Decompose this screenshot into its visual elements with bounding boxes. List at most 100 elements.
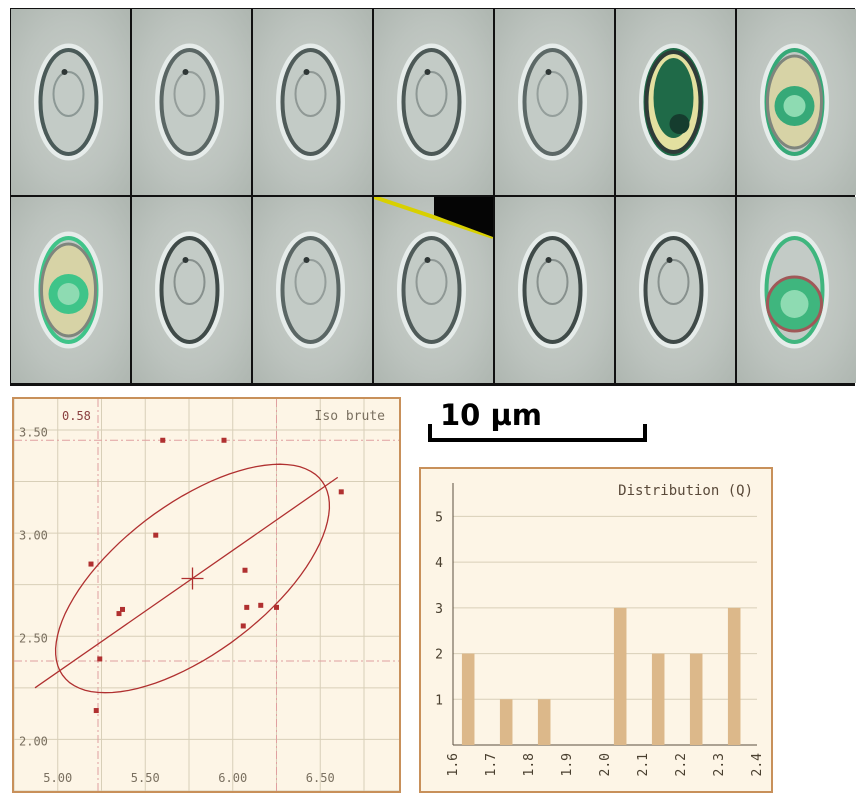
- histogram-chart: 1 2 3 4 5 1.6 1.7 1.8 1.9 2.0 2.1 2.2 2.3 2.4 Distribu…: [435, 483, 765, 777]
- micrograph-cell: [132, 197, 251, 383]
- cell-granule: [303, 69, 310, 75]
- cell-drawing: [155, 231, 224, 349]
- cell-granule: [61, 69, 68, 75]
- micrograph-cell: [495, 9, 614, 195]
- cell-granule: [666, 257, 673, 263]
- cell-halo: [276, 43, 345, 161]
- cell-drawing: [34, 231, 103, 349]
- data-point: [160, 437, 166, 443]
- histogram-bar: [651, 653, 665, 745]
- data-point: [258, 602, 264, 608]
- data-point: [120, 606, 125, 612]
- micrograph-cell: [253, 9, 372, 195]
- y-tick-label: 3.00: [19, 528, 48, 542]
- cell-drawing: [760, 231, 829, 349]
- cell-wall: [280, 236, 341, 344]
- cell-drawing: [276, 231, 345, 349]
- cell-vacuole: [294, 259, 327, 305]
- cell-halo: [518, 43, 587, 161]
- cell-wall: [522, 236, 583, 344]
- cell-vacuole: [52, 71, 85, 117]
- x-tick-label: 5.00: [43, 771, 72, 785]
- cell-green-core: [780, 290, 809, 318]
- x-tick-label: 1.9: [560, 753, 575, 776]
- cell-drawing: [639, 43, 708, 161]
- y-tick-label: 5: [435, 510, 443, 525]
- x-tick-label: 2.4: [750, 753, 765, 777]
- scale-bar: [428, 424, 647, 442]
- cell-vacuole: [294, 71, 327, 117]
- y-tick-label: 2.00: [19, 735, 48, 749]
- cell-vacuole: [415, 71, 448, 117]
- cell-drawing: [155, 43, 224, 161]
- micrograph-cell: [737, 9, 856, 195]
- cell-vacuole: [536, 259, 569, 305]
- x-tick-label: 6.50: [306, 771, 335, 785]
- cell-halo: [155, 43, 224, 161]
- y-tick-label: 1: [435, 693, 443, 708]
- histogram-panel: 1 2 3 4 5 1.6 1.7 1.8 1.9 2.0 2.1 2.2 2.3 2.4 Distribu…: [419, 467, 773, 793]
- cell-granule: [545, 69, 552, 75]
- plot-title: Iso brute: [315, 409, 386, 424]
- cell-halo: [518, 231, 587, 349]
- cell-drawing: [34, 43, 103, 161]
- y-tick-label: 2: [435, 648, 443, 663]
- histogram-bar: [461, 653, 475, 745]
- cell-granule: [182, 257, 189, 263]
- y-tick-label: 3: [435, 602, 443, 617]
- histogram-bar: [537, 699, 551, 745]
- histogram-bar: [613, 607, 627, 745]
- regression-line: [34, 476, 339, 689]
- cell-dark-spot: [669, 114, 690, 134]
- cell-halo: [639, 231, 708, 349]
- micrograph-cell: [616, 197, 735, 383]
- cell-drawing: [760, 43, 829, 161]
- cell-drawing: [518, 43, 587, 161]
- cell-granule: [545, 257, 552, 263]
- histogram-title: Distribution (Q): [618, 483, 753, 499]
- data-point: [93, 708, 99, 714]
- data-point: [338, 489, 344, 495]
- micrograph-cell: [11, 9, 130, 195]
- x-tick-label: 2.0: [598, 753, 613, 776]
- cell-halo: [397, 43, 466, 161]
- cell-vacuole: [657, 259, 690, 305]
- data-point: [221, 437, 227, 443]
- micrograph-cell: [495, 197, 614, 383]
- cell-wall: [159, 236, 220, 344]
- data-point: [116, 611, 122, 617]
- x-tick-label: 2.3: [712, 753, 727, 776]
- cell-wall: [401, 48, 462, 156]
- micrograph-mosaic: [10, 8, 856, 386]
- data-point: [88, 561, 94, 567]
- cell-wall: [643, 236, 704, 344]
- micrograph-cell: [616, 9, 735, 195]
- cell-vacuole: [536, 71, 569, 117]
- data-point: [274, 604, 279, 610]
- x-tick-label: 1.7: [484, 753, 499, 776]
- data-point: [97, 656, 103, 662]
- x-tick-label: 2.1: [636, 753, 651, 776]
- cell-halo: [34, 43, 103, 161]
- x-tick-label: 2.2: [674, 753, 689, 776]
- micrograph-cell: [11, 197, 130, 383]
- cell-granule: [424, 69, 431, 75]
- cell-wall: [401, 236, 462, 344]
- micrograph-cell: [374, 9, 493, 195]
- cell-drawing: [276, 43, 345, 161]
- micrograph-cell: [253, 197, 372, 383]
- y-tick-label: 2.50: [19, 632, 48, 646]
- histogram-bar: [499, 699, 513, 745]
- cell-drawing: [374, 197, 493, 349]
- data-point: [242, 567, 248, 573]
- scale-bar-label: 10 µm: [440, 398, 543, 432]
- scatter-plot-panel: 5.00 5.50 6.00 6.50 2.00 2.50 3.00 3.50 Iso brut…: [12, 397, 401, 793]
- histogram-bar: [727, 607, 741, 745]
- x-tick-label: 1.8: [522, 753, 537, 776]
- cell-halo: [397, 231, 466, 349]
- cell-green-core: [57, 283, 80, 305]
- data-point: [244, 604, 250, 610]
- scatter-plot: 5.00 5.50 6.00 6.50 2.00 2.50 3.00 3.50 Iso brut…: [13, 399, 399, 792]
- cell-vacuole: [173, 259, 206, 305]
- cell-granule: [303, 257, 310, 263]
